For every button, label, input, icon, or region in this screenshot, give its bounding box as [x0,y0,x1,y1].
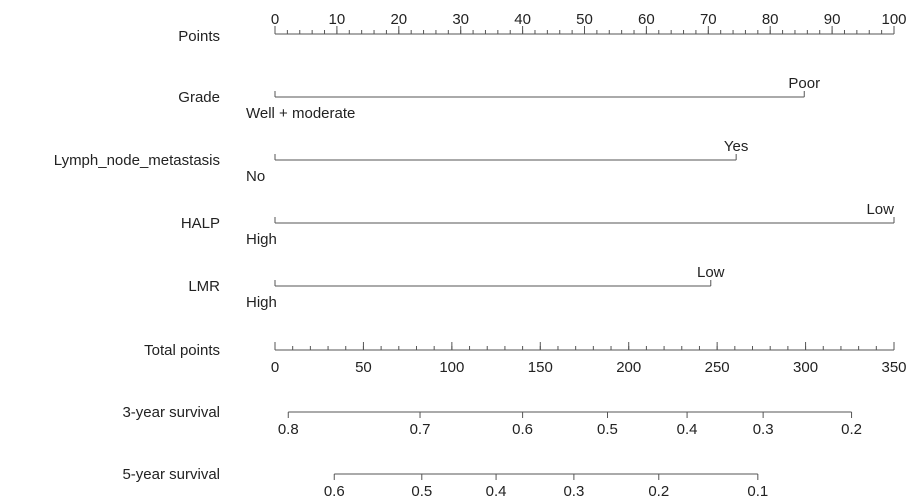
tick-label: 80 [762,11,779,28]
prob-tick-label: 0.2 [841,421,862,438]
level-label-high: Yes [724,138,748,155]
row-label-7: 5-year survival [122,466,220,483]
row-label-0: Points [178,28,220,45]
tick-label: 200 [616,359,641,376]
prob-tick-label: 0.2 [648,483,669,496]
tick-label: 350 [881,359,906,376]
row-label-2: Lymph_node_metastasis [54,152,220,169]
tick-label: 20 [390,11,407,28]
row-label-4: LMR [188,278,220,295]
level-label-low: No [246,168,265,185]
tick-label: 0 [271,359,279,376]
tick-label: 50 [576,11,593,28]
tick-label: 100 [881,11,906,28]
prob-tick-label: 0.5 [411,483,432,496]
prob-tick-label: 0.5 [597,421,618,438]
row-label-5: Total points [144,342,220,359]
prob-tick-label: 0.6 [512,421,533,438]
tick-label: 150 [528,359,553,376]
tick-label: 60 [638,11,655,28]
prob-tick-label: 0.7 [410,421,431,438]
tick-label: 10 [329,11,346,28]
row-label-1: Grade [178,89,220,106]
prob-tick-label: 0.4 [677,421,698,438]
tick-label: 40 [514,11,531,28]
level-label-high: Poor [788,75,820,92]
tick-label: 100 [439,359,464,376]
prob-tick-label: 0.6 [324,483,345,496]
tick-label: 90 [824,11,841,28]
level-label-high: Low [866,201,894,218]
tick-label: 0 [271,11,279,28]
level-label-low: Well + moderate [246,105,355,122]
prob-tick-label: 0.8 [278,421,299,438]
tick-label: 50 [355,359,372,376]
tick-label: 30 [452,11,469,28]
prob-tick-label: 0.3 [753,421,774,438]
row-label-3: HALP [181,215,220,232]
tick-label: 300 [793,359,818,376]
prob-tick-label: 0.4 [486,483,507,496]
row-label-6: 3-year survival [122,404,220,421]
level-label-low: High [246,231,277,248]
tick-label: 70 [700,11,717,28]
tick-label: 250 [705,359,730,376]
prob-tick-label: 0.1 [747,483,768,496]
level-label-low: High [246,294,277,311]
level-label-high: Low [697,264,725,281]
prob-tick-label: 0.3 [563,483,584,496]
